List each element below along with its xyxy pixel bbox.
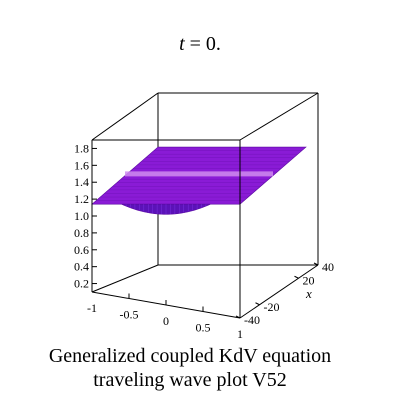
y-tick-label: 0 [163,314,169,328]
z-tick-label: 1.6 [74,158,89,172]
x-tick-label: 20 [303,273,315,287]
y-tick-label: -1 [87,301,97,315]
z-tick-label: 1.8 [74,141,89,155]
surface-plot [91,146,307,215]
box-edge [91,264,159,293]
z-axis: 0.2 0.4 0.6 0.8 1.0 1.2 1.4 1.6 1.8 [74,141,97,291]
x-tick-label: -40 [244,313,260,327]
caption-line-2: traveling wave plot V52 [93,369,286,391]
x-axis: -40 -20 20 40 x [235,260,334,327]
box-edge [239,264,319,319]
box-edge [239,92,319,141]
caption-line-1: Generalized coupled KdV equation [49,345,331,367]
z-tick-label: 0.6 [74,243,89,257]
y-tick-label: 1 [237,327,243,341]
chart-title: t = 0. [179,33,221,55]
title-equation: = 0. [185,33,221,55]
x-axis-label: x [305,286,312,301]
z-tick-label: 1.4 [74,175,89,189]
title-variable: t [179,33,185,55]
z-tick-label: 1.2 [74,192,89,206]
y-tick-label: 0.5 [196,321,211,335]
x-tick-mark [294,275,299,279]
z-tick-label: 0.4 [74,260,89,274]
y-axis: -1 -0.5 0 0.5 1 [87,287,243,341]
x-tick-mark [255,302,260,306]
z-tick-label: 0.8 [74,226,89,240]
x-tick-mark [235,315,241,319]
y-tick-label: -0.5 [120,308,139,322]
x-tick-label: 40 [322,260,334,274]
x-tick-mark [313,262,319,266]
box-edge [91,92,159,141]
z-tick-label: 0.2 [74,277,89,291]
x-tick-label: -20 [264,300,280,314]
z-tick-label: 1.0 [74,209,89,223]
